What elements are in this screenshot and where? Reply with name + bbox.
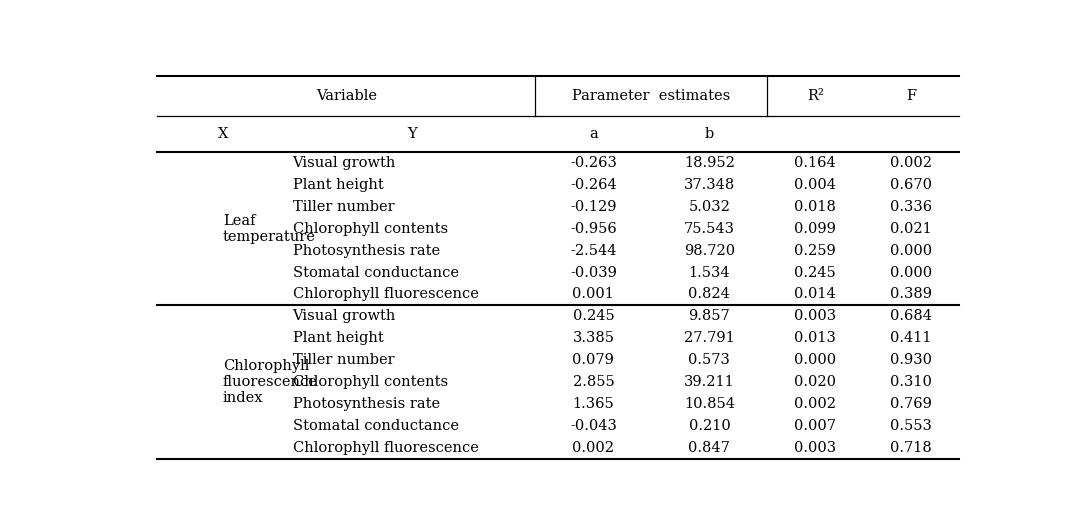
Text: 0.014: 0.014	[794, 287, 836, 302]
Text: Chlorophyll
fluorescence
index: Chlorophyll fluorescence index	[223, 359, 318, 405]
Text: 0.245: 0.245	[794, 266, 836, 280]
Text: 0.003: 0.003	[794, 309, 836, 323]
Text: Chlorophyll fluorescence: Chlorophyll fluorescence	[293, 287, 478, 302]
Text: -0.956: -0.956	[570, 222, 616, 236]
Text: 0.670: 0.670	[890, 178, 932, 192]
Text: 39.211: 39.211	[684, 375, 735, 389]
Text: 0.573: 0.573	[688, 353, 731, 367]
Text: Chlorophyll fluorescence: Chlorophyll fluorescence	[293, 441, 478, 454]
Text: 0.099: 0.099	[794, 222, 836, 236]
Text: 0.769: 0.769	[890, 397, 932, 411]
Text: 0.411: 0.411	[891, 331, 932, 345]
Text: -2.544: -2.544	[571, 244, 616, 258]
Text: 0.001: 0.001	[573, 287, 614, 302]
Text: 9.857: 9.857	[688, 309, 731, 323]
Text: -0.039: -0.039	[570, 266, 616, 280]
Text: 0.336: 0.336	[890, 200, 932, 214]
Text: 0.003: 0.003	[794, 441, 836, 454]
Text: b: b	[705, 127, 714, 141]
Text: F: F	[906, 89, 916, 103]
Text: 0.021: 0.021	[890, 222, 932, 236]
Text: Photosynthesis rate: Photosynthesis rate	[293, 244, 440, 258]
Text: 1.534: 1.534	[688, 266, 731, 280]
Text: 5.032: 5.032	[688, 200, 731, 214]
Text: 98.720: 98.720	[684, 244, 735, 258]
Text: 0.684: 0.684	[890, 309, 932, 323]
Text: Stomatal conductance: Stomatal conductance	[293, 419, 458, 433]
Text: -0.043: -0.043	[570, 419, 616, 433]
Text: 0.245: 0.245	[573, 309, 614, 323]
Text: 18.952: 18.952	[684, 156, 735, 170]
Text: 0.079: 0.079	[573, 353, 614, 367]
Text: 0.000: 0.000	[794, 353, 836, 367]
Text: 0.553: 0.553	[890, 419, 932, 433]
Text: Plant height: Plant height	[293, 331, 383, 345]
Text: Visual growth: Visual growth	[293, 309, 396, 323]
Text: Y: Y	[407, 127, 417, 141]
Text: 0.259: 0.259	[794, 244, 836, 258]
Text: Photosynthesis rate: Photosynthesis rate	[293, 397, 440, 411]
Text: 0.310: 0.310	[890, 375, 932, 389]
Text: 0.000: 0.000	[890, 244, 932, 258]
Text: a: a	[589, 127, 598, 141]
Text: Chlorophyll contents: Chlorophyll contents	[293, 375, 448, 389]
Text: Parameter  estimates: Parameter estimates	[573, 89, 731, 103]
Text: 0.007: 0.007	[794, 419, 836, 433]
Text: 10.854: 10.854	[684, 397, 735, 411]
Text: 0.002: 0.002	[573, 441, 614, 454]
Text: 0.930: 0.930	[890, 353, 932, 367]
Text: 0.847: 0.847	[688, 441, 731, 454]
Text: R²: R²	[807, 89, 823, 103]
Text: -0.129: -0.129	[571, 200, 616, 214]
Text: 0.824: 0.824	[688, 287, 731, 302]
Text: 0.013: 0.013	[794, 331, 836, 345]
Text: 0.718: 0.718	[890, 441, 932, 454]
Text: 0.002: 0.002	[890, 156, 932, 170]
Text: 0.389: 0.389	[890, 287, 932, 302]
Text: 0.004: 0.004	[794, 178, 836, 192]
Text: 37.348: 37.348	[684, 178, 735, 192]
Text: 75.543: 75.543	[684, 222, 735, 236]
Text: 27.791: 27.791	[684, 331, 735, 345]
Text: Chlorophyll contents: Chlorophyll contents	[293, 222, 448, 236]
Text: Stomatal conductance: Stomatal conductance	[293, 266, 458, 280]
Text: Tiller number: Tiller number	[293, 353, 394, 367]
Text: 0.210: 0.210	[688, 419, 731, 433]
Text: 0.000: 0.000	[890, 266, 932, 280]
Text: X: X	[218, 127, 228, 141]
Text: -0.264: -0.264	[570, 178, 616, 192]
Text: Plant height: Plant height	[293, 178, 383, 192]
Text: 0.020: 0.020	[794, 375, 836, 389]
Text: 1.365: 1.365	[573, 397, 614, 411]
Text: Leaf
temperature: Leaf temperature	[223, 214, 316, 244]
Text: 0.002: 0.002	[794, 397, 836, 411]
Text: 0.018: 0.018	[794, 200, 836, 214]
Text: 3.385: 3.385	[573, 331, 614, 345]
Text: 0.164: 0.164	[794, 156, 836, 170]
Text: -0.263: -0.263	[570, 156, 616, 170]
Text: 2.855: 2.855	[573, 375, 614, 389]
Text: Variable: Variable	[316, 89, 377, 103]
Text: Tiller number: Tiller number	[293, 200, 394, 214]
Text: Visual growth: Visual growth	[293, 156, 396, 170]
